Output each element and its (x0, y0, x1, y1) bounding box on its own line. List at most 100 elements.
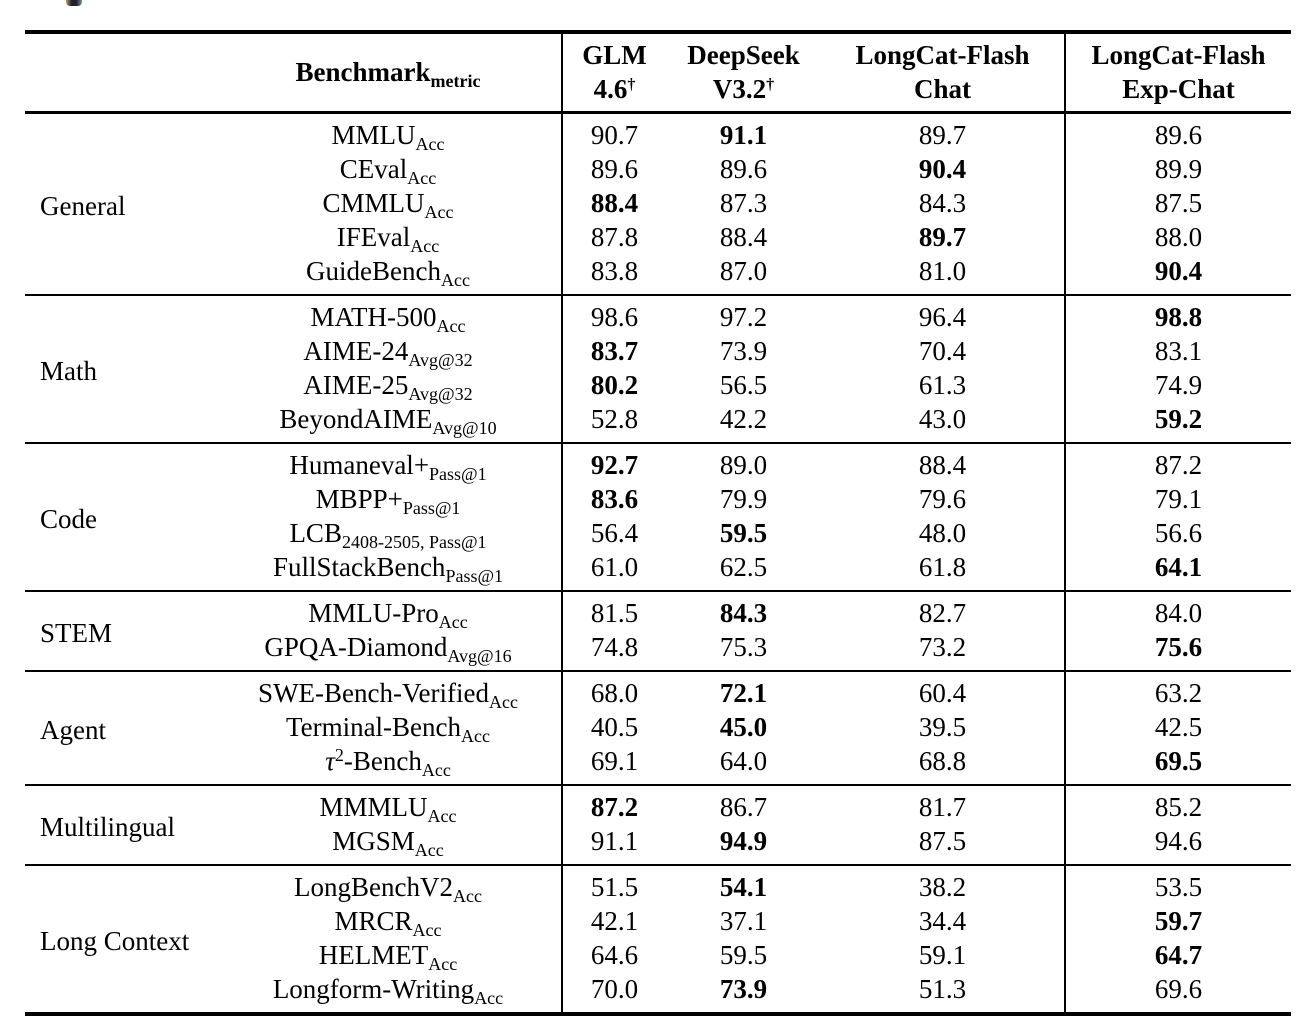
benchmark-name: CMMLUAcc (215, 186, 563, 221)
score-cell: 79.6 (821, 482, 1066, 516)
score-cell: 87.2 (1154, 450, 1203, 480)
benchmark-name: LongBenchV2Acc (215, 865, 563, 905)
model-column-header: LongCat-Flash Exp-Chat (1065, 32, 1291, 114)
score-cell: 72.1 (719, 678, 768, 708)
score-cell: 83.6 (590, 484, 639, 514)
score-cell: 59.5 (719, 518, 768, 548)
benchmark-metric-subscript: Acc (461, 726, 491, 746)
benchmark-metric-subscript: Pass@1 (429, 464, 487, 484)
benchmark-name: AIME-25Avg@32 (215, 368, 563, 403)
table-row: Multilingual MMMLUAcc 87.2 86.7 81.7 85.2 (25, 785, 1291, 842)
score-cell: 81.7 (821, 785, 1066, 824)
category-label: Math (40, 356, 97, 386)
score-cell: 98.6 (590, 302, 639, 332)
score-cell: 92.7 (590, 450, 639, 480)
benchmark-metric-subscript: Acc (488, 692, 518, 712)
score-cell: 96.4 (821, 295, 1066, 334)
benchmark-name: τ2-BenchAcc (215, 744, 563, 785)
category-label: Agent (40, 715, 106, 745)
score-cell: 73.9 (719, 336, 768, 366)
score-cell: 94.9 (719, 826, 768, 856)
benchmark-name: IFEvalAcc (215, 220, 563, 255)
score-cell: 40.5 (590, 712, 639, 742)
score-cell: 81.5 (590, 598, 639, 628)
table-row: Terminal-BenchAcc 40.5 45.0 39.5 42.5 (25, 710, 1291, 746)
dagger-footnote-mark: † (766, 76, 775, 93)
table-row: CEvalAcc 89.6 89.6 90.4 89.9 (25, 152, 1291, 187)
score-cell: 69.5 (1154, 746, 1203, 776)
score-cell: 53.5 (1154, 872, 1203, 902)
score-cell: 88.4 (719, 222, 768, 252)
score-cell: 84.3 (719, 598, 768, 628)
score-cell: 56.6 (1154, 518, 1203, 548)
score-cell: 43.0 (821, 402, 1066, 443)
benchmark-metric-subscript: Avg@32 (408, 350, 473, 370)
score-cell: 60.4 (821, 671, 1066, 710)
table-row: CMMLUAcc 88.4 87.3 84.3 87.5 (25, 186, 1291, 221)
table-section: Math MATH-500Acc 98.6 97.2 96.4 98.8 AIME-24Av… (25, 295, 1291, 443)
benchmark-name: Terminal-BenchAcc (215, 710, 563, 746)
score-cell: 83.8 (590, 256, 639, 286)
table-row: GuideBenchAcc 83.8 87.0 81.0 90.4 (25, 254, 1291, 295)
score-cell: 42.1 (590, 906, 639, 936)
score-cell: 89.6 (719, 154, 768, 184)
category-label: Code (40, 504, 97, 534)
benchmark-metric-subscript: Acc (421, 760, 451, 780)
score-cell: 68.0 (590, 678, 639, 708)
table-row: MRCRAcc 42.1 37.1 34.4 59.7 (25, 904, 1291, 939)
score-cell: 90.4 (821, 152, 1066, 186)
table-row: BeyondAIMEAvg@10 52.8 42.2 43.0 59.2 (25, 402, 1291, 443)
benchmark-metric-subscript: Acc (438, 612, 468, 632)
table-row: MBPP+Pass@1 83.6 79.9 79.6 79.1 (25, 482, 1291, 517)
benchmark-name: MATH-500Acc (215, 295, 563, 335)
category-label: STEM (40, 618, 113, 648)
score-cell: 42.2 (719, 404, 768, 434)
score-cell: 73.2 (821, 630, 1066, 671)
score-cell: 70.0 (590, 974, 639, 1004)
score-cell: 80.2 (590, 370, 639, 400)
score-cell: 54.1 (719, 872, 768, 902)
score-cell: 89.7 (821, 220, 1066, 254)
score-cell: 63.2 (1154, 678, 1203, 708)
benchmark-name: MMLU-ProAcc (215, 591, 563, 632)
dagger-footnote-mark: † (627, 76, 636, 93)
benchmark-metric-subscript: Acc (428, 954, 458, 974)
category-column-header (25, 32, 215, 114)
score-cell: 48.0 (821, 516, 1066, 550)
score-cell: 69.6 (1154, 974, 1203, 1004)
score-cell: 98.8 (1154, 302, 1203, 332)
table-row: τ2-BenchAcc 69.1 64.0 68.8 69.5 (25, 744, 1291, 785)
score-cell: 91.1 (719, 120, 768, 150)
category-label: General (40, 191, 126, 221)
score-cell: 86.7 (719, 792, 768, 822)
table-row: Agent SWE-Bench-VerifiedAcc 68.0 72.1 60.4 63… (25, 671, 1291, 745)
score-cell: 59.7 (1154, 906, 1203, 936)
benchmark-name: MGSMAcc (215, 824, 563, 865)
score-cell: 56.5 (719, 370, 768, 400)
benchmark-name: HELMETAcc (215, 938, 563, 974)
table-row: STEM MMLU-ProAcc 81.5 84.3 82.7 84.0 (25, 591, 1291, 648)
score-cell: 59.1 (821, 938, 1066, 972)
score-cell: 64.7 (1154, 940, 1203, 970)
table-row: GPQA-DiamondAvg@16 74.8 75.3 73.2 75.6 (25, 630, 1291, 671)
table-row: HELMETAcc 64.6 59.5 59.1 64.7 (25, 938, 1291, 974)
score-cell: 42.5 (1154, 712, 1203, 742)
benchmark-name: LCB2408-2505, Pass@1 (215, 516, 563, 551)
score-cell: 45.0 (719, 712, 768, 742)
benchmark-metric-subscript: Avg@10 (432, 418, 497, 438)
benchmark-metric-subscript: Acc (414, 840, 444, 860)
score-cell: 51.3 (821, 972, 1066, 1014)
benchmark-name: MMLUAcc (215, 112, 563, 153)
model-column-header: GLM 4.6† (562, 32, 666, 114)
table-row: Math MATH-500Acc 98.6 97.2 96.4 98.8 (25, 295, 1291, 386)
score-cell: 51.5 (590, 872, 639, 902)
benchmark-metric-subscript: Avg@16 (447, 646, 512, 666)
score-cell: 59.2 (1154, 404, 1203, 434)
benchmark-metric-subscript: Acc (474, 988, 504, 1008)
benchmark-name: Humaneval+Pass@1 (215, 443, 563, 484)
benchmark-metric-subscript: Pass@1 (445, 566, 504, 586)
table-row: Long Context LongBenchV2Acc 51.5 54.1 38.2 53… (25, 865, 1291, 956)
table-row: MGSMAcc 91.1 94.9 87.5 94.6 (25, 824, 1291, 865)
score-cell: 90.4 (1154, 256, 1203, 286)
